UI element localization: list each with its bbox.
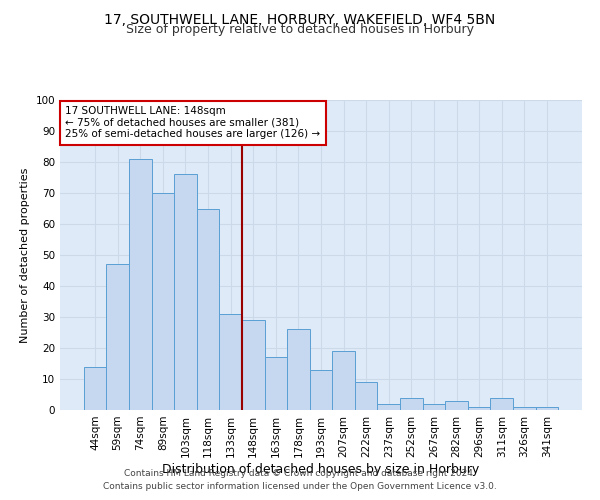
Bar	[242, 320, 265, 410]
Bar	[490, 398, 513, 410]
Bar	[332, 351, 355, 410]
Bar	[84, 366, 106, 410]
Bar	[197, 208, 220, 410]
X-axis label: Distribution of detached houses by size in Horbury: Distribution of detached houses by size …	[163, 462, 479, 475]
Bar	[422, 404, 445, 410]
Bar	[265, 358, 287, 410]
Bar	[513, 407, 536, 410]
Y-axis label: Number of detached properties: Number of detached properties	[20, 168, 30, 342]
Bar	[310, 370, 332, 410]
Text: Size of property relative to detached houses in Horbury: Size of property relative to detached ho…	[126, 22, 474, 36]
Bar	[400, 398, 422, 410]
Bar	[106, 264, 129, 410]
Bar	[220, 314, 242, 410]
Text: 17 SOUTHWELL LANE: 148sqm
← 75% of detached houses are smaller (381)
25% of semi: 17 SOUTHWELL LANE: 148sqm ← 75% of detac…	[65, 106, 320, 140]
Text: Contains public sector information licensed under the Open Government Licence v3: Contains public sector information licen…	[103, 482, 497, 491]
Bar	[152, 193, 174, 410]
Bar	[377, 404, 400, 410]
Bar	[287, 330, 310, 410]
Text: Contains HM Land Registry data © Crown copyright and database right 2024.: Contains HM Land Registry data © Crown c…	[124, 468, 476, 477]
Bar	[129, 159, 152, 410]
Bar	[445, 400, 468, 410]
Bar	[468, 407, 490, 410]
Text: 17, SOUTHWELL LANE, HORBURY, WAKEFIELD, WF4 5BN: 17, SOUTHWELL LANE, HORBURY, WAKEFIELD, …	[104, 12, 496, 26]
Bar	[174, 174, 197, 410]
Bar	[536, 407, 558, 410]
Bar	[355, 382, 377, 410]
